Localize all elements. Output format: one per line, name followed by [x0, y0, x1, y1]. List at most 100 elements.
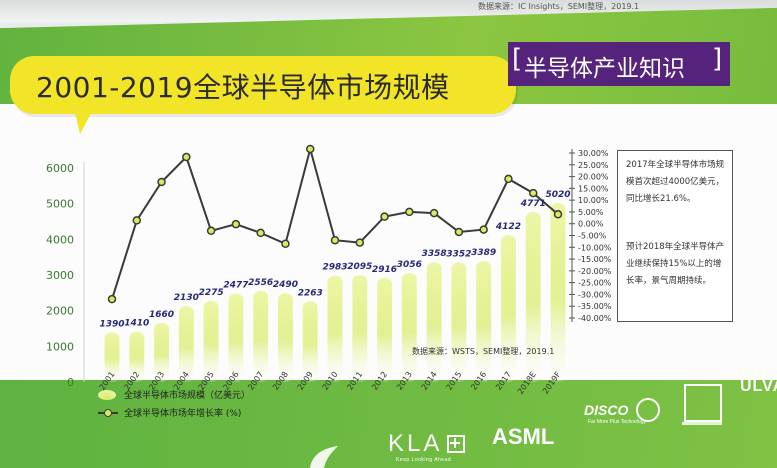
right-tick-label: 30.00%	[578, 149, 609, 158]
growth-point	[206, 226, 216, 236]
bar	[154, 322, 169, 382]
title-bubble	[10, 56, 516, 114]
growth-point	[553, 210, 563, 219]
right-tick-label: 0.00%	[578, 220, 604, 229]
growth-point	[380, 212, 389, 221]
note-box: 2017年全球半导体市场规模首次超过4000亿美元，同比增长21.6%。 预计2…	[617, 150, 733, 322]
growth-point	[305, 144, 315, 154]
right-tick-label: -15.00%	[578, 255, 612, 264]
bar	[451, 262, 467, 382]
note-paragraph-1: 2017年全球半导体市场规模首次超过4000亿美元，同比增长21.6%。	[626, 160, 725, 204]
bar	[203, 300, 219, 382]
right-tick-label: 25.00%	[578, 161, 609, 170]
bar-series	[104, 202, 566, 382]
y-tick-label: 4000	[46, 233, 74, 246]
growth-point	[405, 207, 414, 217]
bar-value-label: 5020	[545, 190, 570, 200]
bar-value-label: 3352	[446, 249, 471, 259]
growth-line-series	[107, 144, 563, 304]
right-tick-label: -40.00%	[578, 314, 612, 323]
bar-value-label: 2263	[298, 288, 323, 298]
disco-logo: DISCO	[584, 402, 629, 418]
bar	[228, 293, 244, 382]
bar-value-label: 3389	[471, 248, 496, 258]
bar-value-label: 1410	[124, 319, 149, 329]
left-axis: 0 1000 2000 3000 4000 5000 6000	[46, 162, 85, 389]
bar-value-label: 2130	[174, 293, 199, 303]
bar-value-label: 2095	[347, 262, 372, 272]
chart-title: 2001-2019全球半导体市场规模	[36, 71, 450, 104]
legend-swatch-bars	[98, 390, 116, 400]
legend-marker-line	[104, 409, 112, 417]
legend-item-line: 全球半导体市场年增长率 (%)	[98, 406, 298, 420]
growth-point	[504, 174, 513, 184]
bar-value-label: 4122	[495, 222, 521, 232]
disco-tagline: Far More Plus Technology	[588, 419, 646, 425]
top-source-note: 数据来源：IC Insights，SEMI整理，2019.1	[478, 2, 640, 11]
y-tick-label: 1000	[46, 340, 74, 353]
growth-point	[355, 238, 365, 247]
right-tick-label: 15.00%	[578, 184, 609, 193]
growth-point	[157, 177, 166, 187]
note-paragraph-2: 预计2018年全球半导体产业继续保持15%以上的增长率，景气周期持续。	[626, 242, 725, 286]
bar-value-label: 2477	[223, 281, 249, 291]
right-axis: 30.00% 25.00% 20.00% 15.00% 10.00% 5.00% 0.00%…	[569, 149, 612, 323]
bar-value-label: 2916	[372, 265, 397, 275]
ulvac-logo: ULVA	[740, 378, 777, 395]
bar	[377, 277, 392, 382]
bar-value-label: 3358	[422, 249, 447, 259]
right-tick-label: -30.00%	[578, 290, 612, 299]
topic-tag	[508, 42, 730, 86]
bar-value-label: 2556	[248, 278, 273, 288]
right-tick-label: -20.00%	[578, 267, 612, 276]
growth-point	[454, 227, 464, 237]
x-tick-label: 2018E	[516, 370, 538, 396]
growth-point	[132, 216, 142, 225]
bar	[278, 293, 293, 382]
bar	[327, 275, 343, 382]
bar-value-label: 3056	[397, 260, 422, 270]
y-tick-label: 5000	[46, 198, 74, 211]
footer-green-band	[0, 380, 777, 468]
legend-label-bars: 全球半导体市场规模（亿美元）	[124, 391, 251, 401]
kla-logo: KLA	[388, 430, 443, 457]
y-tick-label: 2000	[46, 305, 74, 318]
growth-point	[528, 188, 538, 198]
asml-logo: ASML	[492, 424, 555, 449]
growth-point	[479, 225, 488, 234]
y-tick-label: 0	[67, 376, 74, 389]
growth-point	[231, 219, 241, 229]
y-tick-label: 3000	[46, 269, 74, 282]
right-tick-label: -5.00%	[578, 232, 607, 241]
bar	[525, 211, 541, 382]
bar	[129, 331, 145, 382]
bar-value-label: 1390	[99, 319, 124, 329]
bar	[178, 306, 194, 382]
square-logo-underline	[682, 422, 722, 425]
growth-point	[182, 152, 191, 162]
growth-point	[281, 239, 290, 248]
growth-point	[330, 235, 340, 245]
bar	[401, 273, 417, 382]
kla-tagline: Keep Looking Ahead	[396, 457, 452, 463]
growth-point	[429, 208, 439, 218]
title-bubble-tail	[74, 108, 94, 134]
chart-source-note: 数据来源：WSTS，SEMI整理，2019.1	[412, 347, 555, 356]
bar-value-label: 2490	[273, 280, 298, 290]
bar	[426, 262, 442, 382]
bar-value-label: 2983	[322, 263, 347, 273]
legend-item-bars: 全球半导体市场规模（亿美元）	[98, 388, 298, 402]
right-tick-label: 20.00%	[578, 173, 609, 182]
bar	[476, 261, 492, 382]
square-logo-icon	[684, 384, 722, 422]
right-tick-label: -35.00%	[578, 302, 612, 311]
right-tick-label: 10.00%	[578, 196, 609, 205]
right-tick-label: -25.00%	[578, 279, 612, 288]
topic-tag-bracket-right: ]	[712, 44, 723, 74]
right-tick-label: 5.00%	[578, 208, 604, 217]
growth-point	[107, 294, 117, 304]
bar-value-label: 2275	[199, 288, 224, 298]
kla-plus-icon	[447, 435, 465, 453]
